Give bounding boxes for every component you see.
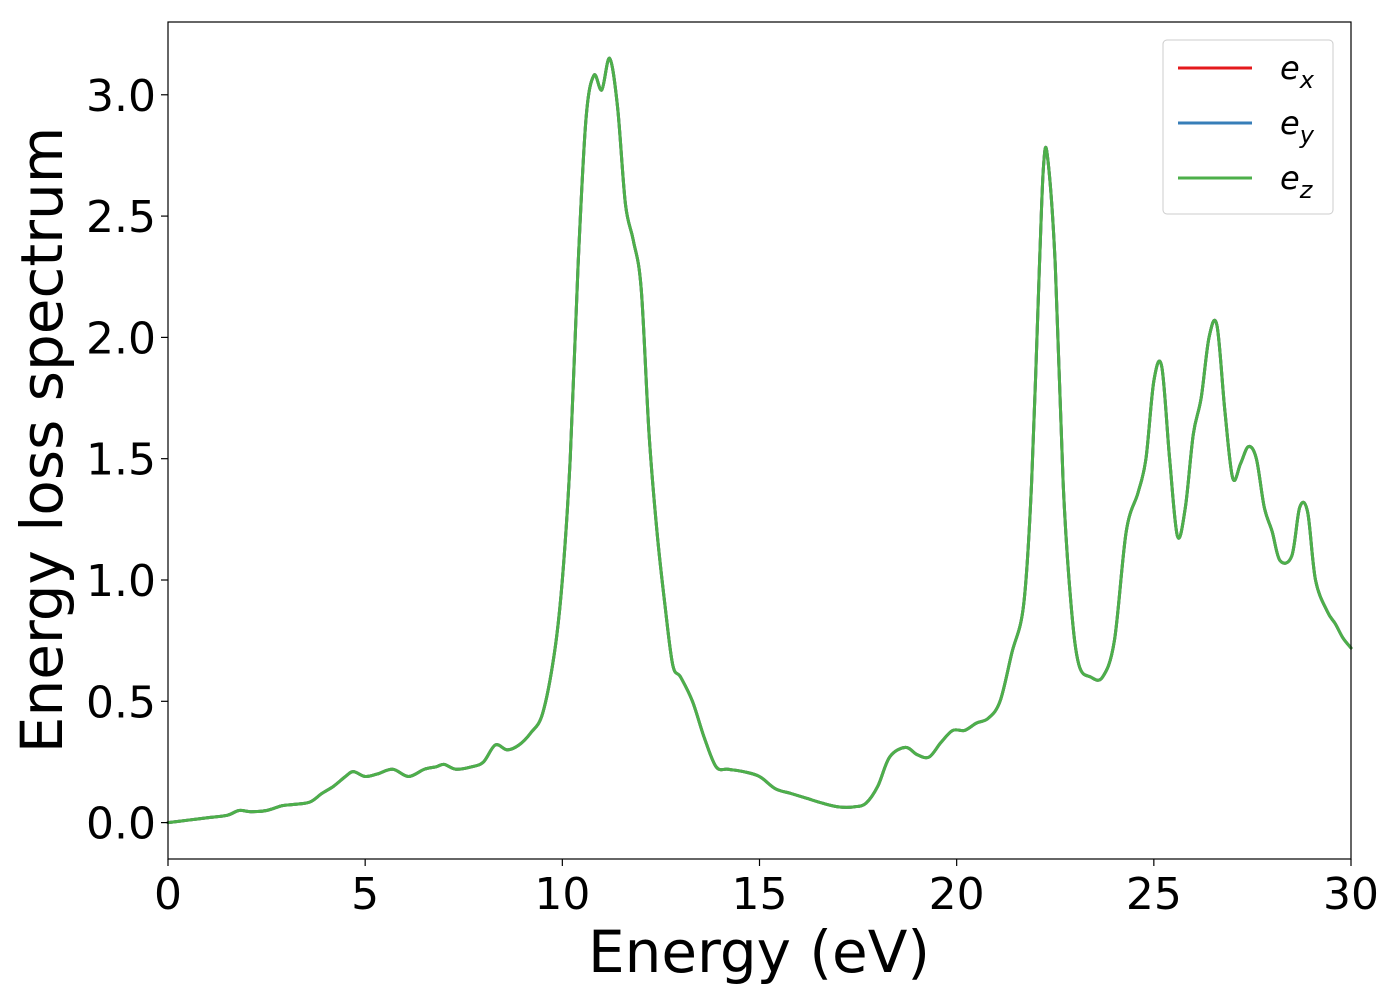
x-tick-label: 15 (732, 869, 788, 920)
legend-label-base: e (1280, 104, 1300, 142)
y-tick-label: 1.0 (86, 556, 156, 607)
y-axis-title: Energy loss spectrum (8, 127, 76, 753)
legend-label-base: e (1280, 49, 1300, 87)
y-tick-label: 2.0 (86, 313, 156, 364)
legend-label-subscript: z (1299, 176, 1314, 204)
legend-label: ez (1280, 159, 1314, 204)
y-tick-label: 0.0 (86, 799, 156, 850)
x-tick-label: 5 (351, 869, 379, 920)
x-tick-label: 20 (929, 869, 985, 920)
x-tick-label: 25 (1126, 869, 1182, 920)
y-tick-label: 0.5 (86, 677, 156, 728)
y-tick-label: 3.0 (86, 71, 156, 122)
y-tick-label: 2.5 (86, 192, 156, 243)
x-tick-label: 30 (1323, 869, 1379, 920)
series-line-ez (166, 56, 1353, 825)
legend-label-base: e (1280, 159, 1300, 197)
legend-box (1162, 39, 1334, 215)
x-axis-title: Energy (eV) (588, 918, 930, 986)
legend-label: ey (1280, 104, 1315, 149)
x-tick-label: 0 (154, 869, 182, 920)
y-tick-label: 1.5 (86, 435, 156, 486)
series-layer (166, 56, 1353, 825)
y-axis: 0.0 0.5 1.0 1.5 2.0 2.5 3.0 (86, 71, 168, 850)
legend-label-subscript: y (1299, 121, 1315, 149)
legend-label: ex (1280, 49, 1315, 94)
x-axis: 0 5 10 15 20 25 30 (154, 859, 1379, 920)
x-tick-label: 10 (534, 869, 590, 920)
legend-label-subscript: x (1299, 66, 1315, 94)
